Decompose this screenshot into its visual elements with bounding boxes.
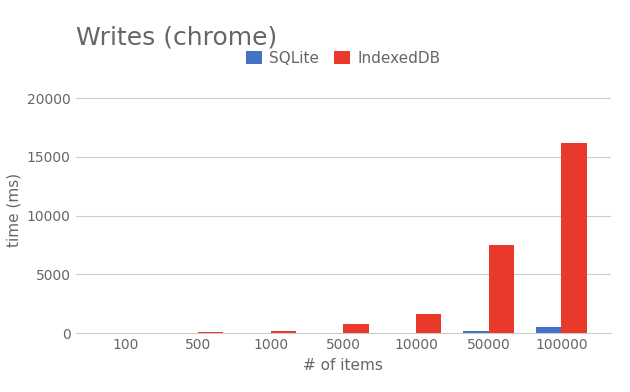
Y-axis label: time (ms): time (ms) bbox=[6, 172, 21, 247]
Bar bbox=[489, 245, 514, 333]
Text: Writes (chrome): Writes (chrome) bbox=[76, 25, 277, 49]
X-axis label: # of items: # of items bbox=[304, 358, 383, 373]
Bar bbox=[416, 314, 442, 333]
Bar bbox=[561, 143, 587, 333]
Bar bbox=[536, 327, 561, 333]
Bar bbox=[343, 324, 369, 333]
Bar bbox=[463, 331, 489, 333]
Bar bbox=[198, 332, 224, 333]
Bar bbox=[391, 332, 416, 333]
Bar bbox=[271, 331, 296, 333]
Legend: SQLite, IndexedDB: SQLite, IndexedDB bbox=[240, 44, 447, 72]
